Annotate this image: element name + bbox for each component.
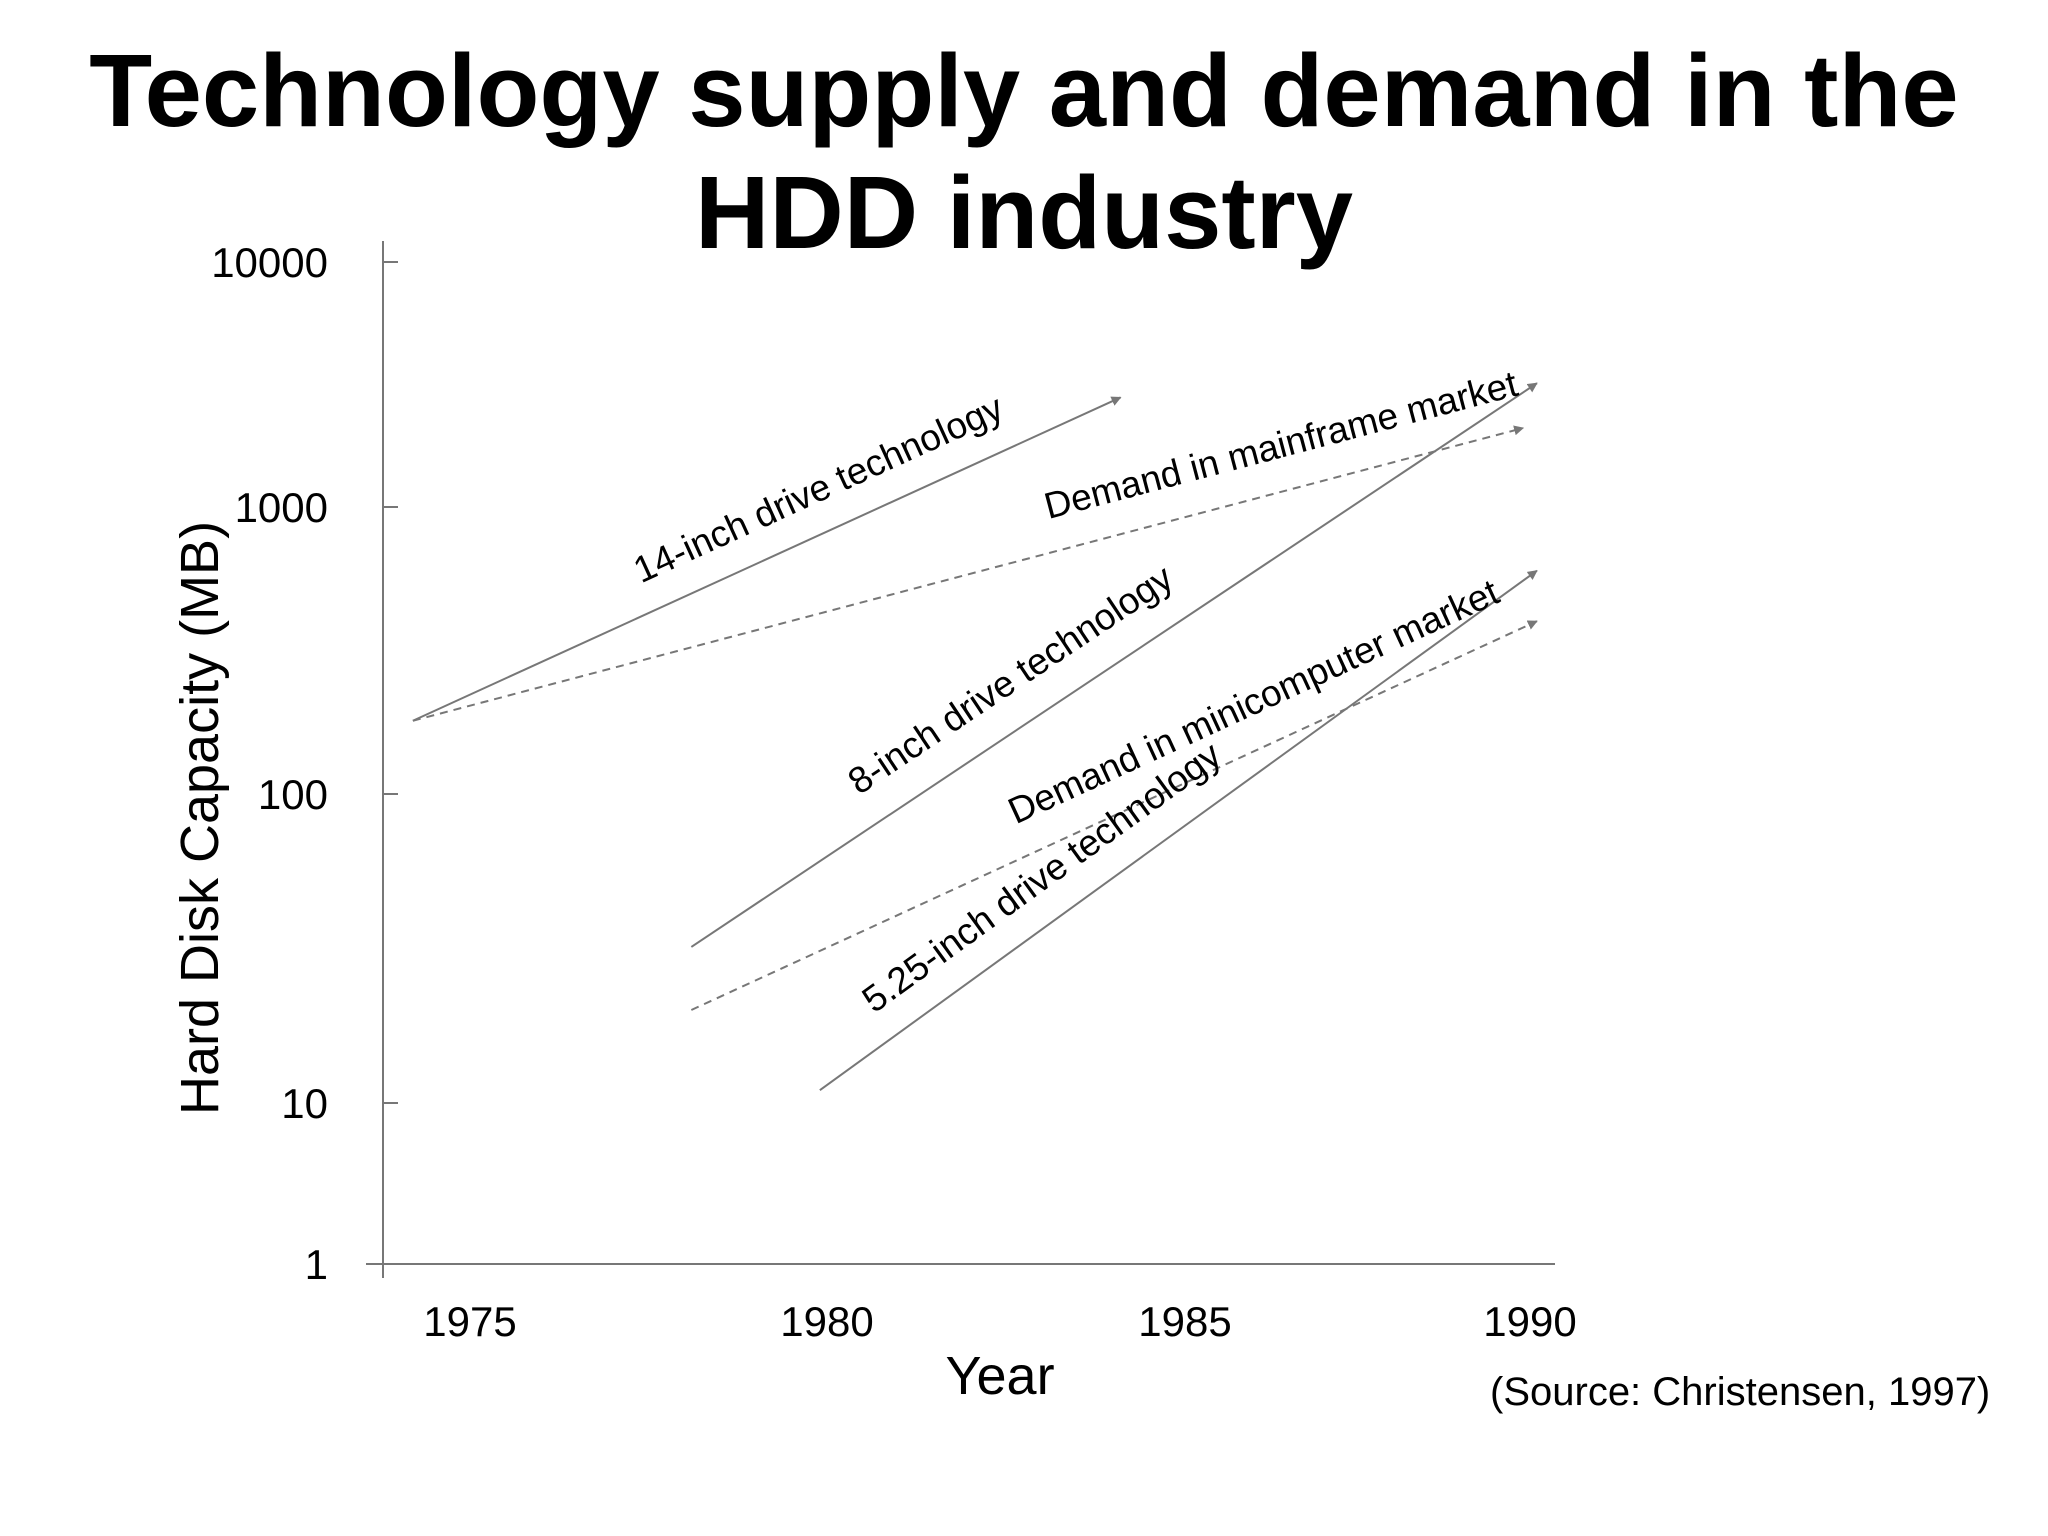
series-line <box>819 569 1538 1092</box>
x-tick-label: 1980 <box>780 1298 873 1345</box>
y-tick-label: 10000 <box>211 239 328 286</box>
series-label: 14-inch drive technology <box>627 387 1009 591</box>
series-lines <box>412 382 1538 1092</box>
y-axis-label: Hard Disk Capacity (MB) <box>170 521 230 1115</box>
series-label: Demand in mainframe market <box>1040 363 1522 527</box>
x-axis-label: Year <box>945 1346 1054 1406</box>
chart-title-line-1: Technology supply and demand in the <box>89 33 1959 148</box>
y-tick-label: 10 <box>281 1080 328 1127</box>
chart-title: Technology supply and demand in the HDD … <box>0 30 2048 274</box>
source-note: (Source: Christensen, 1997) <box>1490 1370 1991 1414</box>
y-tick-label: 100 <box>258 771 328 818</box>
chart-title-line-2: HDD industry <box>694 155 1354 270</box>
series-line <box>412 425 1525 722</box>
x-tick-label: 1985 <box>1138 1298 1231 1345</box>
series-line <box>690 382 1538 948</box>
x-tick-labels: 1975 1980 1985 1990 <box>423 1298 1576 1345</box>
y-tick-labels: 1 10 100 1000 10000 <box>211 239 398 1288</box>
y-tick-label: 1 <box>305 1241 328 1288</box>
x-tick-label: 1975 <box>423 1298 516 1345</box>
series-line <box>690 620 1538 1011</box>
x-tick-label: 1990 <box>1483 1298 1576 1345</box>
y-tick-label: 1000 <box>235 484 328 531</box>
series-line <box>412 396 1122 722</box>
